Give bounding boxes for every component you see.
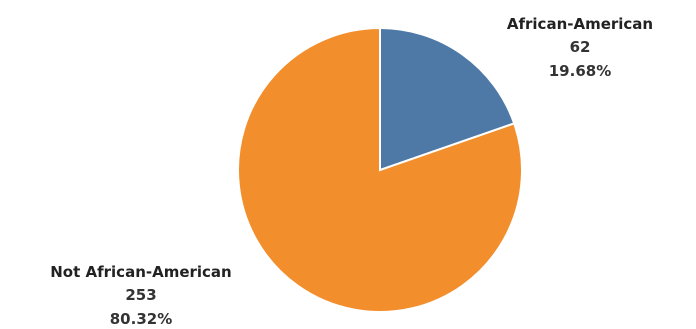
pie-slice-not-african-american: [237, 26, 523, 313]
pie-slices: [237, 26, 523, 313]
slice-percent-not-african-american: 80.32%: [110, 310, 172, 328]
slice-label-not-african-american: Not African-American 253 80.32%: [50, 263, 232, 328]
slice-value-not-african-american: 253: [125, 286, 156, 304]
slice-label-african-american: African-American 62 19.68%: [507, 15, 653, 80]
slice-percent-african-american: 19.68%: [549, 62, 611, 80]
slice-label-name-african-american: African-American: [507, 15, 653, 33]
slice-label-name-not-african-american: Not African-American: [50, 263, 232, 281]
slice-value-african-american: 62: [570, 38, 591, 56]
